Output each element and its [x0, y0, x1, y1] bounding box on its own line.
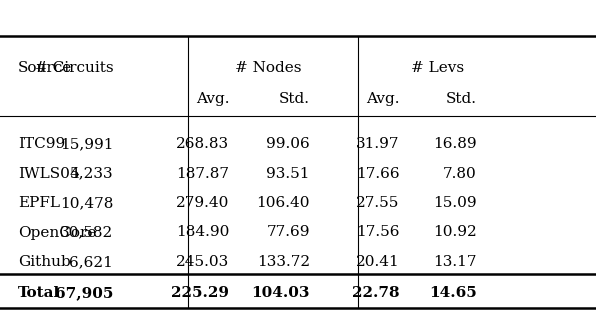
Text: 15.09: 15.09 — [433, 196, 477, 210]
Text: ITC99: ITC99 — [18, 137, 65, 151]
Text: 14.65: 14.65 — [429, 286, 477, 300]
Text: 106.40: 106.40 — [256, 196, 310, 210]
Text: 133.72: 133.72 — [257, 255, 310, 269]
Text: 7.80: 7.80 — [443, 166, 477, 181]
Text: 279.40: 279.40 — [176, 196, 229, 210]
Text: 77.69: 77.69 — [266, 225, 310, 240]
Text: # Circuits: # Circuits — [35, 61, 113, 75]
Text: Source: Source — [18, 61, 72, 75]
Text: # Nodes: # Nodes — [235, 61, 302, 75]
Text: 67,905: 67,905 — [55, 286, 113, 300]
Text: 99.06: 99.06 — [266, 137, 310, 151]
Text: OpenCore: OpenCore — [18, 225, 97, 240]
Text: 10,478: 10,478 — [60, 196, 113, 210]
Text: 4,233: 4,233 — [70, 166, 113, 181]
Text: 27.55: 27.55 — [356, 196, 399, 210]
Text: 225.29: 225.29 — [172, 286, 229, 300]
Text: Total: Total — [18, 286, 60, 300]
Text: 31.97: 31.97 — [356, 137, 399, 151]
Text: EPFL: EPFL — [18, 196, 60, 210]
Text: IWLS05: IWLS05 — [18, 166, 79, 181]
Text: 6,621: 6,621 — [69, 255, 113, 269]
Text: 15,991: 15,991 — [60, 137, 113, 151]
Text: Std.: Std. — [279, 92, 310, 106]
Text: Std.: Std. — [446, 92, 477, 106]
Text: 30,582: 30,582 — [60, 225, 113, 240]
Text: 22.78: 22.78 — [352, 286, 399, 300]
Text: 10.92: 10.92 — [433, 225, 477, 240]
Text: Avg.: Avg. — [196, 92, 229, 106]
Text: 104.03: 104.03 — [252, 286, 310, 300]
Text: Github: Github — [18, 255, 71, 269]
Text: 268.83: 268.83 — [176, 137, 229, 151]
Text: # Levs: # Levs — [411, 61, 465, 75]
Text: 17.66: 17.66 — [356, 166, 399, 181]
Text: 245.03: 245.03 — [176, 255, 229, 269]
Text: Avg.: Avg. — [366, 92, 399, 106]
Text: 93.51: 93.51 — [266, 166, 310, 181]
Text: 17.56: 17.56 — [356, 225, 399, 240]
Text: 16.89: 16.89 — [433, 137, 477, 151]
Text: 13.17: 13.17 — [433, 255, 477, 269]
Text: 187.87: 187.87 — [176, 166, 229, 181]
Text: 20.41: 20.41 — [356, 255, 399, 269]
Text: 184.90: 184.90 — [176, 225, 229, 240]
